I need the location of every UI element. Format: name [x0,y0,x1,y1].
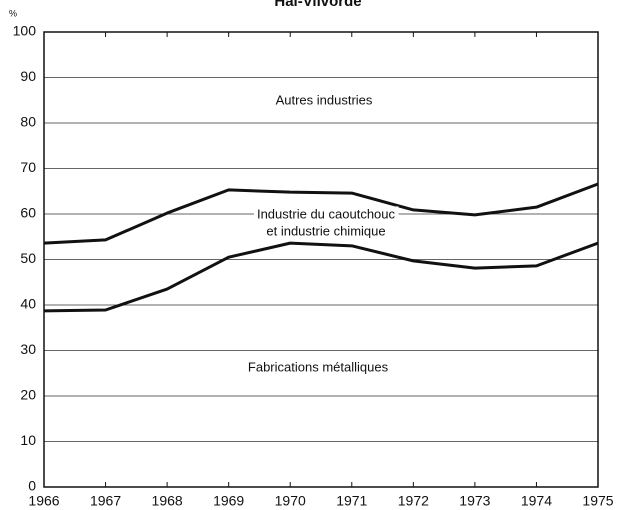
y-tick-label: 10 [20,432,36,448]
annotation: et industrie chimique [266,223,385,238]
y-tick-label: 0 [28,478,36,494]
x-tick-label: 1974 [521,493,552,509]
x-tick-label: 1968 [152,493,183,509]
line [43,241,599,313]
y-tick-label: 50 [20,250,36,266]
x-tick-label: 1966 [28,493,59,509]
annotation-background [272,92,376,108]
x-tick-label: 1973 [459,493,490,509]
annotation-background [263,223,389,239]
x-tick-label: 1971 [336,493,367,509]
annotation: Industrie du caoutchouc [257,206,396,221]
y-tick-label: 70 [20,159,36,175]
y-tick-label: 30 [20,341,36,357]
y-tick-label: 90 [20,68,36,84]
line [43,182,599,245]
y-tick-label: 100 [13,23,37,39]
annotation: Autres industries [276,92,373,107]
x-tick-label: 1975 [582,493,613,509]
annotation-background [253,206,399,222]
y-axis-label: % [9,8,17,18]
y-tick-label: 80 [20,114,36,130]
x-tick-label: 1969 [213,493,244,509]
annotation-background [244,359,392,375]
y-tick-label: 20 [20,387,36,403]
x-tick-label: 1970 [275,493,306,509]
x-tick-label: 1967 [90,493,121,509]
plot-frame [43,31,599,488]
y-tick-label: 60 [20,205,36,221]
chart-title: Hal-Vilvorde [274,0,361,10]
x-tick-label: 1972 [398,493,429,509]
y-tick-label: 40 [20,296,36,312]
annotation: Fabrications métalliques [248,359,389,374]
